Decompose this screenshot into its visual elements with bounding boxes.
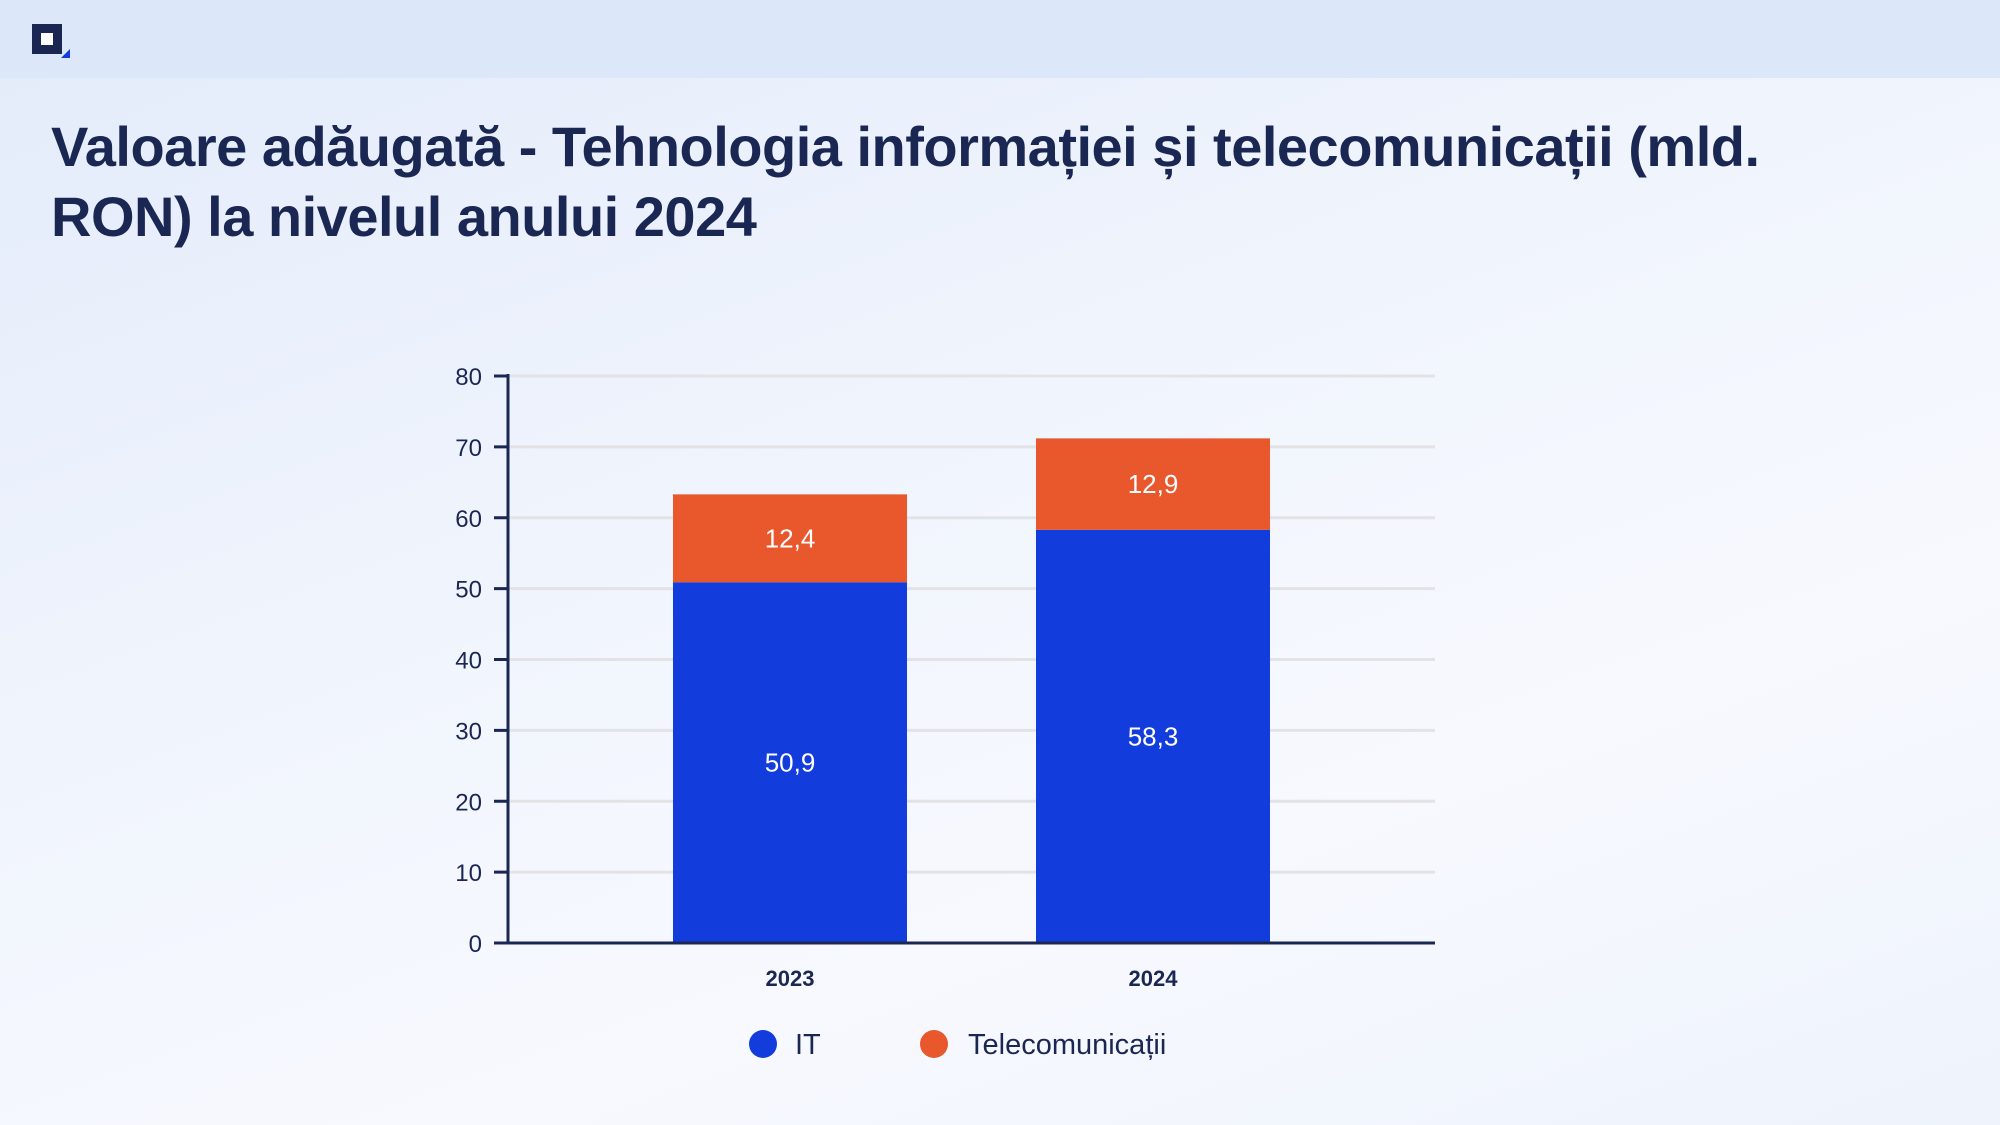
bar-it-2024 xyxy=(1036,529,1270,943)
y-tick-label: 20 xyxy=(455,789,482,816)
y-tick-label: 80 xyxy=(455,364,482,391)
data-label: 12,4 xyxy=(765,523,816,553)
y-tick-label: 10 xyxy=(455,860,482,887)
bar-telecom-2024 xyxy=(1036,438,1270,530)
legend-label: Telecomunicații xyxy=(968,1029,1166,1061)
x-category-label: 2023 xyxy=(766,966,815,991)
legend-label: IT xyxy=(795,1029,821,1061)
data-label: 12,9 xyxy=(1128,469,1179,499)
page-title: Valoare adăugată - Tehnologia informație… xyxy=(51,115,1760,248)
bar-telecom-2023 xyxy=(673,494,907,583)
legend-marker-telecom xyxy=(920,1030,948,1058)
y-tick-label: 30 xyxy=(455,718,482,745)
y-tick-label: 40 xyxy=(455,648,482,675)
top-bar xyxy=(0,0,2000,78)
data-label: 50,9 xyxy=(765,748,816,778)
square-logo-icon xyxy=(32,24,70,58)
y-tick-label: 60 xyxy=(455,506,482,533)
legend-marker-it xyxy=(749,1030,777,1058)
y-tick-label: 70 xyxy=(455,435,482,462)
bar-it-2023 xyxy=(673,582,907,943)
x-category-label: 2024 xyxy=(1129,966,1179,991)
y-tick-label: 0 xyxy=(469,931,482,958)
y-tick-label: 50 xyxy=(455,577,482,604)
data-label: 58,3 xyxy=(1128,721,1179,751)
